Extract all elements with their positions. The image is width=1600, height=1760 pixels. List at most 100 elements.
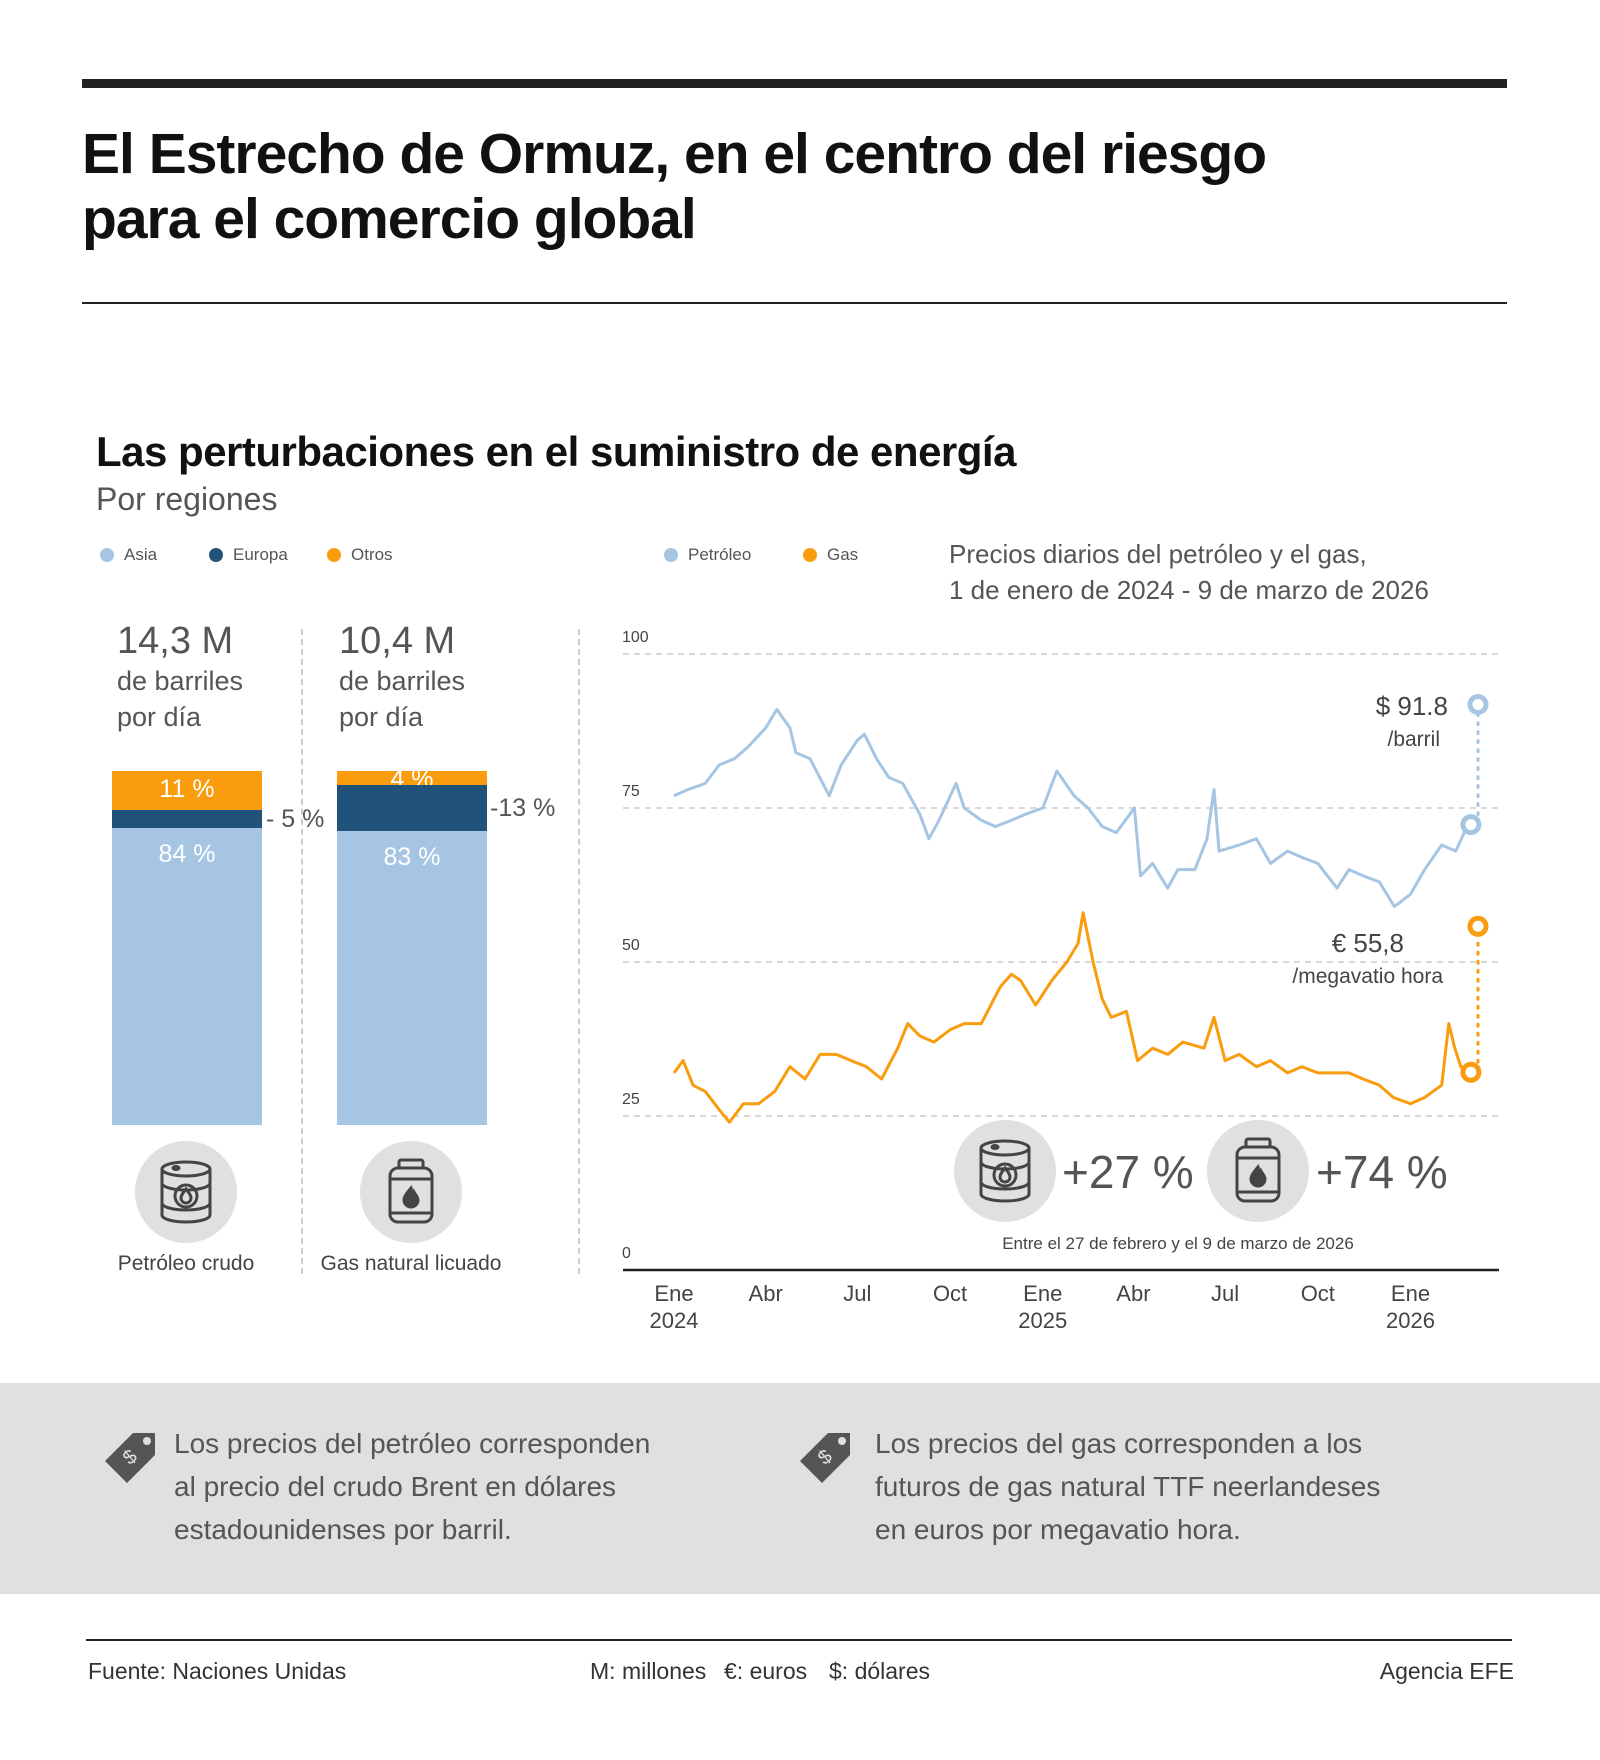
note-line: al precio del crudo Brent en dólares — [174, 1471, 617, 1502]
line-chart-title: Precios diarios del petróleo y el gas, 1… — [949, 536, 1429, 608]
bar-gas-natural-licuado: 4 % 83 % — [337, 765, 487, 1125]
section-subtitle: Por regiones — [96, 481, 278, 517]
bar-segment-europa — [337, 785, 487, 832]
section-title: Las perturbaciones en el suministro de e… — [96, 428, 1016, 475]
end-value-label: € 55,8 — [1332, 928, 1404, 958]
bar-segment-otros — [337, 771, 487, 786]
x-tick-year: 2025 — [1018, 1308, 1067, 1333]
separator — [578, 629, 580, 1274]
footer-abbr: €: euros — [724, 1658, 808, 1684]
gas-cylinder-icon — [1207, 1120, 1309, 1222]
title-line: El Estrecho de Ormuz, en el centro del r… — [82, 122, 1267, 186]
legend-dot — [803, 548, 817, 562]
title-line: para el comercio global — [82, 187, 697, 251]
page-title: El Estrecho de Ormuz, en el centro del r… — [82, 122, 1482, 252]
note-oil: Los precios del petróleo corresponden al… — [174, 1422, 734, 1551]
legend-dot — [664, 548, 678, 562]
legend-label: Gas — [827, 545, 859, 564]
legend-label: Europa — [233, 545, 288, 564]
segment-label-otros: 11 % — [159, 775, 215, 804]
start-marker — [1460, 814, 1482, 836]
x-tick-label: Jul — [843, 1281, 871, 1306]
x-tick-year: 2026 — [1386, 1308, 1435, 1333]
x-tick-label: Ene — [1023, 1281, 1062, 1306]
segment-label-asia: 83 % — [383, 843, 441, 872]
top-bar — [82, 79, 1507, 88]
oil-change: +27 % — [1062, 1146, 1194, 1198]
oil-barrel-icon — [954, 1120, 1056, 1222]
series-line-gas — [672, 911, 1469, 1124]
note-line: Los precios del petróleo corresponden — [174, 1428, 651, 1459]
x-tick-label: Ene — [654, 1281, 693, 1306]
y-tick-label: 50 — [622, 937, 640, 954]
chart-title-line: Precios diarios del petróleo y el gas, — [949, 539, 1367, 569]
total-unit: por día — [339, 702, 424, 732]
x-tick-year: 2024 — [650, 1308, 699, 1333]
bar-segment-otros — [112, 771, 262, 810]
legend-dot — [327, 548, 341, 562]
end-marker — [1467, 694, 1489, 716]
end-unit-label: /barril — [1387, 728, 1440, 751]
changes-note: Entre el 27 de febrero y el 9 de marzo d… — [1002, 1234, 1354, 1253]
end-value-label: $ 91.8 — [1376, 691, 1448, 721]
x-tick-label: Oct — [1301, 1281, 1335, 1306]
note-line: futuros de gas natural TTF neerlandeses — [875, 1471, 1381, 1502]
bar-segment-europa — [112, 809, 262, 828]
category-label: Petróleo crudo — [117, 1252, 255, 1275]
legend-gas: Gas — [803, 545, 858, 565]
category-label: Gas natural licuado — [320, 1252, 502, 1275]
legend-dot — [209, 548, 223, 562]
footer-abbr: M: millones — [590, 1658, 707, 1684]
footer-source: Fuente: Naciones Unidas — [88, 1658, 347, 1684]
europa-label: -13 % — [490, 794, 556, 823]
legend-otros: Otros — [327, 545, 393, 565]
chart-title-line: 1 de enero de 2024 - 9 de marzo de 2026 — [949, 575, 1429, 605]
legend-label: Petróleo — [688, 545, 752, 564]
legend-dot — [100, 548, 114, 562]
divider — [82, 302, 1507, 304]
segment-label-asia: 84 % — [158, 839, 216, 868]
x-tick-label: Jul — [1211, 1281, 1239, 1306]
y-tick-label: 25 — [622, 1091, 640, 1108]
legend-petroleo: Petróleo — [664, 545, 751, 565]
oil-barrel-icon — [135, 1141, 237, 1243]
bar-segment-asia — [337, 831, 487, 1125]
total-value: 10,4 M — [339, 620, 456, 662]
total-oil: 14,3 M de barriles por día — [117, 620, 243, 735]
total-unit: de barriles — [339, 666, 466, 696]
gas-cylinder-icon — [360, 1141, 462, 1243]
total-unit: de barriles — [117, 666, 244, 696]
x-tick-label: Ene — [1391, 1281, 1430, 1306]
total-value: 14,3 M — [117, 620, 234, 662]
notes-band — [0, 1383, 1600, 1594]
end-marker — [1467, 915, 1489, 937]
note-line: estadounidenses por barril. — [174, 1514, 512, 1545]
series-line-petroleo — [673, 707, 1470, 909]
footer-divider — [86, 1639, 1512, 1641]
europa-label: - 5 % — [266, 804, 325, 833]
bar-segment-asia — [112, 827, 262, 1125]
x-tick-label: Oct — [933, 1281, 967, 1306]
note-line: en euros por megavatio hora. — [875, 1514, 1241, 1545]
separator — [301, 629, 303, 1274]
x-tick-label: Abr — [1116, 1281, 1150, 1306]
y-tick-label: 100 — [622, 629, 649, 646]
bar-petroleo-crudo: 11 % 84 % — [112, 771, 262, 1125]
legend-label: Otros — [351, 545, 393, 564]
note-gas: Los precios del gas corresponden a los f… — [875, 1422, 1435, 1551]
y-tick-label: 75 — [622, 783, 640, 800]
end-unit-label: /megavatio hora — [1292, 965, 1443, 988]
price-tag-dollar-icon: $ — [798, 1428, 858, 1493]
legend-label: Asia — [124, 545, 158, 564]
y-tick-label: 0 — [622, 1245, 631, 1262]
note-line: Los precios del gas corresponden a los — [875, 1428, 1363, 1459]
x-tick-label: Abr — [749, 1281, 783, 1306]
gas-change: +74 % — [1316, 1146, 1448, 1198]
total-gas: 10,4 M de barriles por día — [339, 620, 465, 735]
start-marker — [1460, 1061, 1482, 1083]
footer-credit: Agencia EFE — [1379, 1658, 1514, 1684]
footer-abbr: $: dólares — [829, 1658, 931, 1684]
legend-europa: Europa — [209, 545, 288, 565]
